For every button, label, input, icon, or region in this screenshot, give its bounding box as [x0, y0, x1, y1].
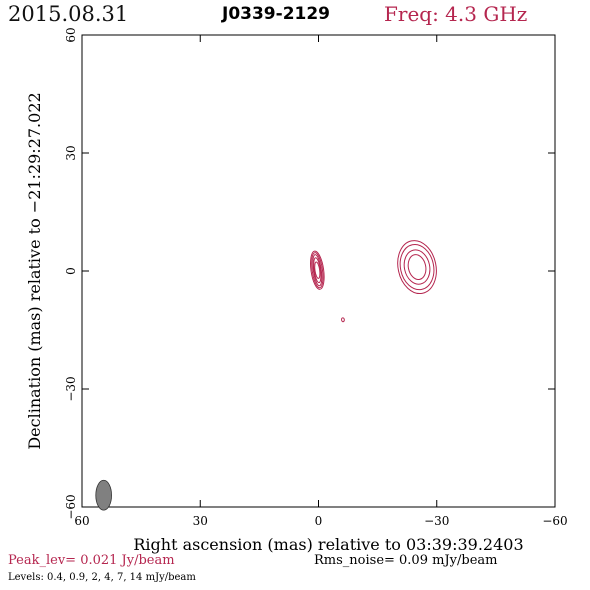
spot-contour-0	[341, 317, 345, 323]
y-tick-label: 0	[64, 267, 78, 275]
core-contour-4	[310, 250, 325, 290]
x-tick-label: 60	[74, 514, 89, 528]
source-name: J0339-2129	[222, 4, 331, 24]
frequency-label: Freq: 4.3 GHz	[384, 2, 528, 26]
y-tick-label: −60	[64, 494, 78, 519]
jet-contour-0	[407, 254, 427, 281]
beam-ellipse	[95, 479, 112, 511]
x-tick-label: −30	[424, 514, 449, 528]
y-tick-label: −30	[64, 376, 78, 401]
observation-date: 2015.08.31	[8, 2, 129, 26]
peak-level: Peak_lev= 0.021 Jy/beam	[8, 553, 175, 568]
core-contour-0	[314, 261, 321, 279]
x-tick-label: −60	[542, 514, 567, 528]
jet-contour-1	[403, 249, 431, 285]
y-tick-label: 30	[64, 145, 78, 160]
x-axis-label: Right ascension (mas) relative to 03:39:…	[133, 535, 523, 554]
y-tick-label: 60	[64, 27, 78, 42]
contour-levels: Levels: 0.4, 0.9, 2, 4, 7, 14 mJy/beam	[8, 572, 196, 583]
jet-contour-3	[397, 240, 437, 295]
y-axis-label: Declination (mas) relative to −21:29:27.…	[25, 92, 44, 449]
core-contour-2	[312, 254, 323, 287]
x-tick-label: 0	[315, 514, 323, 528]
x-tick-label: 30	[193, 514, 208, 528]
core-contour-1	[313, 257, 322, 284]
core-contour-3	[311, 252, 324, 289]
plot-frame	[81, 34, 556, 508]
jet-contour-2	[399, 243, 435, 291]
rms-noise: Rms_noise= 0.09 mJy/beam	[314, 553, 498, 568]
